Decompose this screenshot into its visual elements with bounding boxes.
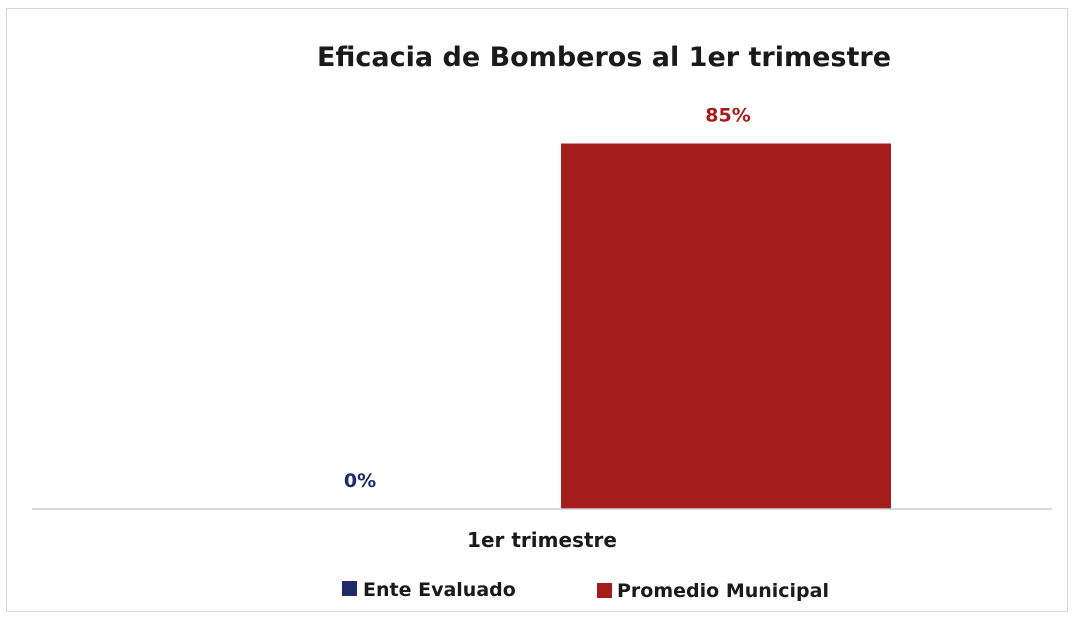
bar-promedio-municipal xyxy=(561,143,891,509)
legend-swatch-promedio-municipal xyxy=(597,583,612,598)
bars-group: 0% 85% xyxy=(344,105,891,509)
data-label-promedio-municipal: 85% xyxy=(705,105,750,127)
chart-title: Eficacia de Bomberos al 1er trimestre xyxy=(317,42,891,73)
legend-label-ente-evaluado: Ente Evaluado xyxy=(363,579,516,601)
category-label: 1er trimestre xyxy=(467,528,617,552)
data-label-ente-evaluado: 0% xyxy=(344,470,376,492)
legend: Ente Evaluado Promedio Municipal xyxy=(342,579,829,602)
legend-label-promedio-municipal: Promedio Municipal xyxy=(617,580,829,602)
legend-swatch-ente-evaluado xyxy=(342,581,357,596)
